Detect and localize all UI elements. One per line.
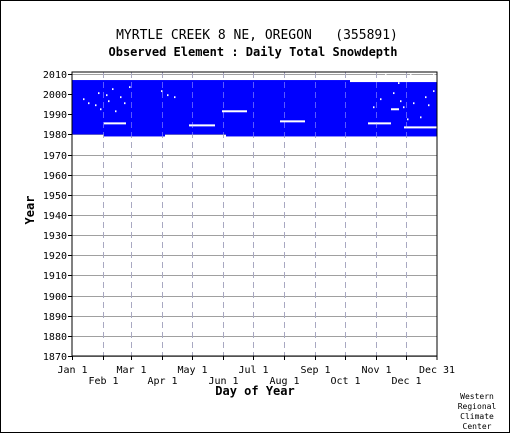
y-tick-label: 2010	[43, 70, 67, 81]
missing-record	[380, 98, 382, 101]
x-tick-label: Mar 1	[116, 365, 146, 376]
x-tick-label: Apr 1	[147, 376, 177, 387]
credit-line-2: Regional	[458, 402, 497, 411]
missing-record	[95, 104, 97, 107]
x-tick-label: Dec 1	[391, 376, 421, 387]
credit-line-3: Climate	[460, 412, 494, 421]
missing-record	[112, 88, 114, 91]
x-axis-ticks-row2: Feb 1 Apr 1 Jun 1 Aug 1 Oct 1 Dec 1	[88, 356, 422, 387]
x-axis-ticks-row1: Jan 1 Mar 1 May 1 Jul 1 Sep 1 Nov 1 Dec 31	[57, 356, 455, 376]
missing-record	[413, 102, 415, 105]
x-tick-label: Oct 1	[330, 376, 360, 387]
missing-record	[368, 122, 391, 125]
y-tick-label: 2000	[43, 90, 67, 101]
x-tick-label: Dec 31	[419, 365, 455, 376]
missing-record	[400, 100, 402, 103]
data-coverage-blocks	[72, 80, 437, 137]
y-tick-label: 1980	[43, 130, 67, 141]
missing-record	[420, 116, 422, 119]
missing-record	[433, 74, 435, 76]
x-tick-label: Nov 1	[361, 365, 391, 376]
coverage-block	[288, 80, 350, 137]
missing-record	[398, 82, 400, 84]
missing-record	[115, 110, 117, 113]
missing-record	[280, 120, 305, 123]
missing-record	[393, 92, 395, 95]
missing-record	[428, 104, 430, 107]
missing-record	[404, 126, 437, 129]
y-tick-label: 1950	[43, 191, 67, 202]
credit-block: Western Regional Climate Center	[458, 392, 497, 431]
missing-record	[129, 86, 131, 89]
y-tick-label: 1990	[43, 110, 67, 121]
missing-record	[161, 90, 163, 93]
missing-record	[407, 118, 409, 121]
plot-border	[71, 71, 438, 357]
missing-record	[104, 122, 126, 125]
coverage-block	[350, 82, 411, 137]
coverage-block	[226, 80, 288, 137]
chart-subtitle: Observed Element : Daily Total Snowdepth	[109, 45, 398, 59]
y-tick-label: 1900	[43, 292, 67, 303]
y-tick-label: 1910	[43, 271, 67, 282]
y-tick-label: 1870	[43, 352, 67, 363]
x-tick-label: May 1	[177, 365, 207, 376]
x-tick-label: Feb 1	[88, 376, 118, 387]
y-tick-label: 1960	[43, 171, 67, 182]
x-tick-label: Sep 1	[300, 365, 330, 376]
missing-record	[174, 96, 176, 99]
missing-record	[120, 96, 122, 99]
missing-record	[403, 106, 405, 109]
x-tick-label: Jan 1	[57, 365, 87, 376]
missing-record	[433, 90, 435, 93]
missing-record	[410, 74, 412, 76]
missing-record	[83, 98, 85, 101]
missing-record	[106, 94, 108, 97]
y-tick-label: 1880	[43, 332, 67, 343]
coverage-block	[72, 80, 104, 135]
credit-line-4: Center	[463, 422, 492, 431]
y-tick-label: 1970	[43, 151, 67, 162]
vertical-gridlines-overlay	[103, 72, 407, 356]
missing-record	[385, 74, 387, 76]
x-axis-label: Day of Year	[215, 384, 294, 398]
y-tick-label: 1920	[43, 251, 67, 262]
y-tick-label: 1930	[43, 231, 67, 242]
coverage-block	[104, 80, 165, 137]
missing-record	[124, 102, 126, 105]
missing-record	[373, 106, 375, 109]
missing-record	[222, 110, 247, 113]
chart-title: MYRTLE CREEK 8 NE, OREGON (355891)	[116, 28, 398, 43]
missing-record	[88, 102, 90, 105]
x-tick-label: Jun 1	[208, 376, 238, 387]
missing-record	[391, 108, 399, 111]
y-tick-label: 1940	[43, 211, 67, 222]
missing-record	[167, 94, 169, 97]
vertical-gridlines	[103, 72, 407, 356]
credit-line-1: Western	[460, 392, 494, 401]
missing-record	[98, 92, 100, 95]
y-axis-ticks: 2010 2000 1990 1980 1970 1960 1950 1940 1930 1920…	[43, 70, 72, 363]
missing-records	[83, 74, 437, 129]
y-axis-label: Year	[23, 196, 37, 225]
missing-record	[100, 108, 102, 111]
x-tick-label: Aug 1	[269, 376, 299, 387]
missing-record	[425, 96, 427, 99]
missing-record	[189, 124, 215, 127]
y-tick-label: 1890	[43, 312, 67, 323]
missing-record	[108, 100, 110, 103]
x-tick-label: Jul 1	[238, 365, 268, 376]
